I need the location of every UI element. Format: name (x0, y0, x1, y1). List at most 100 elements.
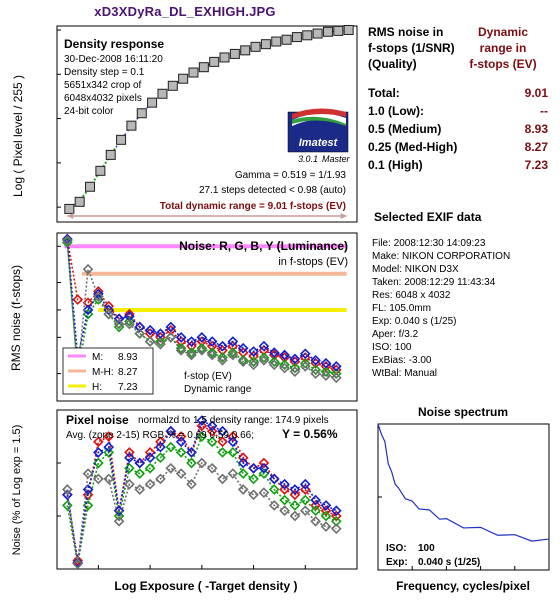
density-point (333, 25, 344, 36)
pixel-noise-point-b (258, 462, 270, 474)
dynamic-range-arrow-left (67, 213, 74, 219)
pixel-noise-point-y (237, 484, 249, 495)
density-data (64, 25, 354, 214)
pixel-noise-point-b (320, 500, 332, 511)
rms-point-b (165, 321, 177, 333)
pixel-noise-point-g (310, 505, 321, 517)
pixel-noise-point-g (237, 468, 249, 479)
noise-spectrum-panel: Noise spectrum ISO: 100 Exp: 0.040 s (1/… (377, 405, 550, 593)
density-info-line: 24-bit color (64, 106, 114, 117)
pixel-noise-point-b (93, 447, 104, 458)
pixel-noise-point-g (103, 447, 115, 458)
pixel-noise-point-g (144, 462, 156, 474)
rms-point-b (144, 324, 156, 336)
density-info-line: 5651x342 crop of (64, 80, 142, 91)
rms-point-g (237, 354, 249, 366)
exif-panel: Selected EXIF data File: 2008:12:30 14:0… (368, 210, 558, 379)
logo-text: Imatest (299, 137, 339, 149)
spectrum-xlabel: Frequency, cycles/pixel (396, 579, 530, 593)
pixel-noise-point-b (186, 447, 197, 458)
rms-point-y (320, 370, 332, 381)
rms-point-g (330, 368, 342, 379)
pixel-noise-point-y (155, 473, 166, 485)
density-yticks (57, 29, 61, 208)
rms-point-b (134, 321, 146, 333)
spectrum-yticks (378, 423, 382, 571)
rms-point-y (206, 349, 218, 361)
logo-version: 3.0.1 (298, 154, 318, 164)
rms-point-r (72, 294, 84, 305)
spectrum-xticks (377, 566, 516, 570)
density-fit-line-low (73, 146, 117, 207)
rms-point-y (155, 338, 166, 350)
rms-point-y (62, 235, 73, 246)
density-point (209, 56, 220, 67)
pixel-noise-point-r (124, 447, 135, 458)
pixel-noise-point-y (268, 500, 280, 511)
pixel-noise-point-r (72, 555, 84, 566)
pixel-noise-point-b (248, 462, 259, 474)
pixel-noise-point-y (134, 484, 146, 495)
rms-point-b (320, 357, 332, 369)
rms-point-g (186, 347, 197, 358)
exif-title: Selected EXIF data (374, 210, 482, 224)
rms-point-g (217, 352, 228, 363)
density-point (219, 52, 230, 63)
density-point (167, 80, 178, 91)
density-point (147, 97, 158, 108)
pixel-noise-point-y (72, 558, 84, 570)
pixel-noise-point-g (279, 494, 290, 506)
pixel-noise-point-y (206, 462, 218, 474)
dynamic-range-label: Total dynamic range = 9.01 f-stops (EV) (160, 201, 346, 212)
pixel-noise-point-r (279, 484, 290, 495)
legend-value-h: 7.23 (118, 382, 138, 393)
spectrum-exp-label: Exp: (386, 557, 408, 568)
pixel-noise-point-r (93, 436, 104, 448)
rms-point-y (227, 349, 239, 361)
pixel-noise-series-line-g (66, 435, 337, 564)
density-point (250, 41, 261, 52)
pixel-noise-point-r (258, 457, 270, 469)
pixel-noise-header: normalzd to 1.5 density range: 174.9 pix… (138, 415, 329, 426)
rms-point-y (144, 336, 156, 347)
density-point (322, 26, 333, 37)
rms-title: Noise: R, G, B, Y (Luminance) (179, 239, 348, 253)
pixel-noise-point-y (113, 515, 125, 527)
rms-point-y (113, 318, 125, 330)
rms-point-b (268, 347, 280, 358)
pixel-noise-point-b (330, 505, 342, 517)
summary-row-label: Total: (368, 86, 400, 100)
pixel-noise-point-r (206, 425, 218, 437)
density-point (198, 62, 209, 73)
summary-header-right-line: f-stops (EV) (469, 57, 537, 71)
pixel-noise-point-r (103, 431, 115, 442)
pixel-noise-point-y (93, 473, 104, 485)
summary-header-left: RMS noise in f-stops (1/SNR) (Quality) (368, 24, 468, 72)
pixel-noise-point-y (310, 515, 321, 527)
rms-point-b (330, 361, 342, 372)
rms-point-y (196, 345, 208, 356)
rms-point-b (155, 328, 166, 339)
pixel-noise-point-b (299, 478, 311, 490)
exif-row: File: 2008:12:30 14:09:23 (372, 238, 486, 249)
dynamic-range-arrow (67, 213, 347, 219)
rms-point-g (320, 366, 332, 377)
rms-point-b (258, 340, 270, 352)
pixel-noise-point-g (82, 500, 94, 511)
pixel-noise-point-b (103, 441, 115, 453)
pixel-noise-point-g (155, 452, 166, 464)
density-point (105, 149, 116, 160)
rms-point-g (268, 356, 280, 368)
rms-point-y (279, 362, 290, 374)
pixel-noise-point-y (227, 468, 239, 479)
pixel-noise-xlabel: Log Exposure ( -Target density ) (114, 579, 297, 593)
pixel-noise-point-g (248, 473, 259, 485)
density-point (240, 45, 251, 56)
pixel-noise-point-b (227, 436, 239, 448)
density-info-line: 6048x4032 pixels (64, 93, 142, 104)
rms-point-g (196, 342, 208, 354)
rms-point-y (248, 359, 259, 371)
rms-thresholds (64, 244, 347, 312)
pixel-noise-point-g (134, 468, 146, 479)
density-steps-annotation: 27.1 steps detected < 0.98 (auto) (199, 185, 346, 196)
